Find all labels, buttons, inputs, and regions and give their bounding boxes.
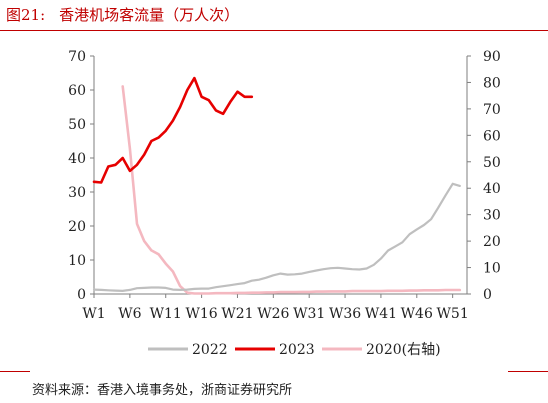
source-rule-right	[508, 371, 548, 372]
figure-title-text: 香港机场客流量（万人次）	[59, 6, 240, 24]
y-tick-left-label: 0	[77, 287, 86, 303]
y-tick-right-label: 10	[483, 261, 501, 277]
y-tick-right-label: 20	[483, 234, 501, 250]
y-tick-right-label: 60	[483, 128, 501, 144]
y-tick-right-label: 40	[483, 181, 501, 197]
y-tick-left-label: 70	[68, 49, 86, 65]
legend-label-2023: 2023	[279, 342, 315, 358]
series-line-2020	[121, 85, 462, 295]
x-tick-label: W1	[82, 306, 105, 322]
y-tick-right-label: 80	[483, 75, 501, 91]
y-tick-left-label: 20	[68, 219, 86, 235]
figure-number: 图21:	[6, 6, 46, 24]
y-tick-left-label: 10	[68, 253, 86, 269]
series-line-2022	[92, 182, 461, 292]
chart-axes: 0 10 20 30 40 50 60 70 0 10 20 30 40 50 60 70 80 90 W1 W6 W1…	[68, 49, 501, 322]
title-rule	[0, 30, 548, 31]
series-line-2023	[92, 76, 254, 184]
legend-label-2020: 2020(右轴)	[366, 342, 441, 358]
y-tick-left-label: 30	[68, 185, 86, 201]
y-tick-right-label: 50	[483, 155, 501, 171]
y-tick-left-label: 40	[68, 151, 86, 167]
y-tick-right-label: 70	[483, 102, 501, 118]
x-tick-label: W11	[150, 306, 182, 322]
x-tick-label: W26	[257, 306, 289, 322]
x-tick-label: W36	[329, 306, 361, 322]
chart-series	[92, 76, 462, 295]
x-tick-label: W41	[365, 306, 397, 322]
x-tick-label: W16	[185, 306, 217, 322]
y-tick-left-label: 50	[68, 117, 86, 133]
x-tick-label: W21	[221, 306, 253, 322]
x-tick-label: W46	[401, 306, 433, 322]
y-tick-left-label: 60	[68, 83, 86, 99]
y-tick-right-label: 0	[483, 287, 492, 303]
source-rule-left	[0, 371, 30, 372]
x-tick-label: W31	[293, 306, 325, 322]
legend-label-2022: 2022	[192, 342, 228, 358]
x-tick-label: W51	[437, 306, 469, 322]
figure-title: 图21: 香港机场客流量（万人次）	[6, 2, 239, 28]
y-tick-right-label: 30	[483, 208, 501, 224]
source-note: 资料来源：香港入境事务处，浙商证券研究所	[32, 383, 293, 398]
y-tick-right-label: 90	[483, 49, 501, 65]
x-tick-label: W6	[118, 306, 141, 322]
chart-legend: 2022 2023 2020(右轴)	[148, 342, 441, 358]
